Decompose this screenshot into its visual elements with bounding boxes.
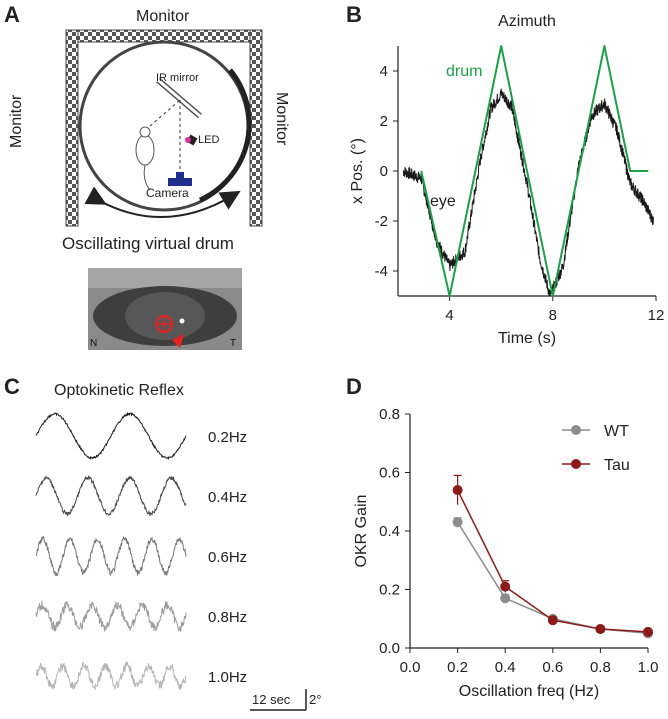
gain-point [500, 581, 511, 592]
label-monitor-right: Monitor [273, 92, 290, 146]
legend-label: WT [604, 423, 629, 440]
label-eye-temporal: T [230, 338, 237, 349]
gain-point [643, 626, 653, 637]
label-eye-nasal: N [90, 338, 98, 349]
scale-time-label: 12 sec [252, 692, 291, 707]
panel-letter-c: C [4, 374, 20, 399]
panel-letter-a: A [4, 2, 20, 27]
label-monitor-top: Monitor [136, 8, 190, 25]
azimuth-y-tick-label: -2 [375, 213, 388, 230]
label-led: LED [198, 134, 220, 146]
azimuth-y-tick-label: -4 [375, 263, 388, 280]
azimuth-x-tick-label: 12 [648, 307, 665, 324]
gain-y-tick-label: 0.0 [379, 640, 400, 657]
gain-y-tick-label: 0.8 [379, 406, 400, 423]
gain-x-label: Oscillation freq (Hz) [459, 683, 599, 700]
legend-label: Tau [604, 457, 630, 474]
label-ir-mirror: IR mirror [156, 72, 199, 84]
led-icon [185, 134, 198, 146]
gain-point [500, 593, 511, 604]
trace-line [35, 600, 187, 633]
oscillation-arrow [84, 186, 241, 219]
gain-x-tick-label: 0.8 [590, 659, 611, 676]
okr-traces: 0.2Hz 0.4Hz 0.6Hz 0.8Hz 1.0Hz [35, 411, 247, 691]
label-drum-caption: Oscillating virtual drum [62, 234, 234, 253]
trace-line [35, 411, 187, 460]
label-monitor-left: Monitor [8, 94, 25, 148]
trace-label: 0.8Hz [208, 609, 247, 626]
setup-diagram [65, 29, 263, 227]
gain-x-tick-label: 0.0 [400, 659, 421, 676]
eye-photo [88, 268, 242, 350]
azimuth-chart: -4 -2 0 2 4 4 8 12 Azimuth Time (s) x Pos. (°) drum… [349, 13, 664, 347]
gain-x-tick-label: 1.0 [638, 659, 659, 676]
trace-label: 1.0Hz [208, 669, 247, 686]
series-drum-label: drum [446, 63, 482, 80]
azimuth-y-tick-label: 0 [380, 163, 388, 180]
azimuth-x-label: Time (s) [498, 330, 556, 347]
gain-point [452, 485, 463, 496]
gain-y-tick-label: 0.4 [379, 523, 400, 540]
optical-path [149, 99, 181, 127]
okr-title: Optokinetic Reflex [54, 382, 184, 399]
gain-series-line [456, 489, 649, 633]
trace-label: 0.4Hz [208, 489, 247, 506]
mouse-icon [135, 126, 155, 191]
trace-label: 0.6Hz [208, 549, 247, 566]
azimuth-y-label: x Pos. (°) [349, 138, 366, 204]
camera-icon [168, 172, 192, 186]
gain-y-tick-label: 0.2 [379, 582, 400, 599]
gain-y-label: OKR Gain [353, 495, 370, 568]
gain-x-tick-label: 0.2 [447, 659, 468, 676]
monitor-left-frame [65, 29, 79, 227]
label-camera: Camera [146, 186, 189, 200]
series-drum-line [420, 45, 649, 297]
azimuth-y-tick-label: 4 [380, 63, 388, 80]
gain-x-tick-label: 0.6 [542, 659, 563, 676]
legend-marker [571, 459, 581, 469]
gain-y-tick-label: 0.6 [379, 465, 400, 482]
scale-bar [250, 689, 307, 711]
trace-label: 0.2Hz [208, 429, 247, 446]
gain-point [595, 623, 606, 634]
azimuth-title: Azimuth [498, 13, 556, 30]
panel-letter-d: D [346, 374, 362, 399]
ir-mirror-inner [157, 78, 201, 118]
series-eye-line [402, 88, 654, 297]
monitor-top-frame [65, 29, 263, 43]
trace-line [35, 474, 187, 517]
azimuth-x-tick-label: 4 [445, 307, 453, 324]
trace-line [35, 661, 187, 691]
series-eye-label: eye [430, 193, 456, 210]
monitor-right-frame [249, 29, 263, 227]
scale-amp-label: 2° [309, 692, 322, 707]
okr-gain-chart: 0.0 0.2 0.4 0.6 0.8 0.0 0.2 0.4 0.6 0.8 1.0 Oscilla… [353, 406, 658, 700]
trace-line [35, 535, 187, 576]
azimuth-y-tick-label: 2 [380, 113, 388, 130]
gain-point [452, 517, 463, 528]
panel-letter-b: B [346, 2, 362, 27]
legend-marker [571, 425, 581, 435]
gain-point [547, 615, 558, 626]
azimuth-x-tick-label: 8 [549, 307, 557, 324]
gain-x-tick-label: 0.4 [495, 659, 516, 676]
